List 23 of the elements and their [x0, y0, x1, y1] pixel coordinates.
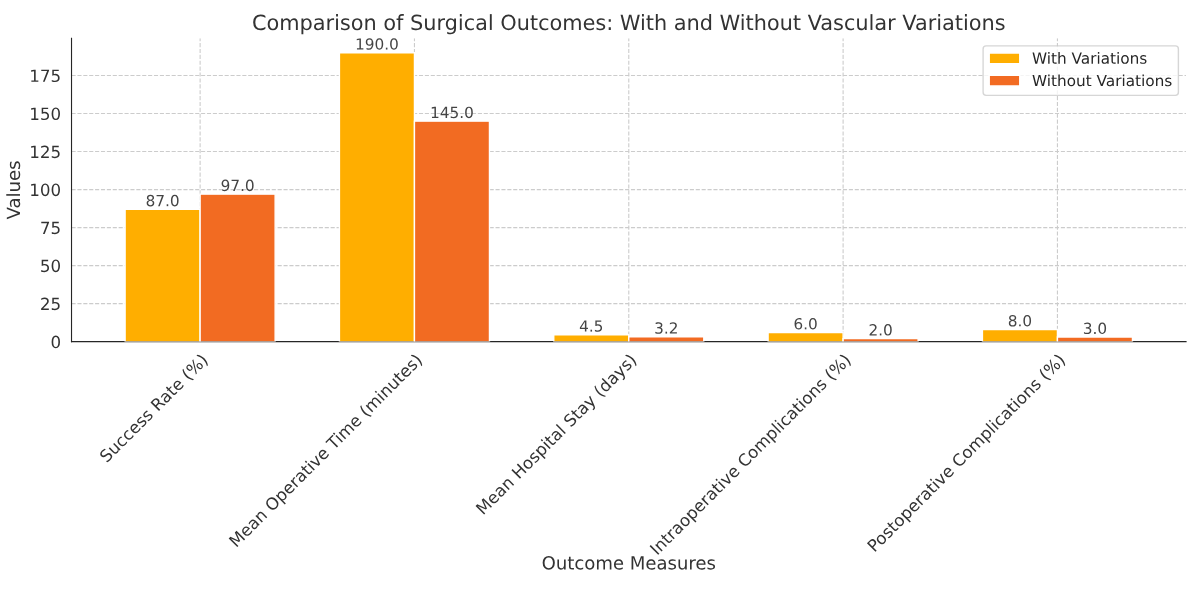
x-axis-title: Outcome Measures: [542, 556, 716, 570]
chart-title: Comparison of Surgical Outcomes: With and Without Vascular Variations: [253, 14, 1005, 35]
data-label: 190.0: [356, 38, 398, 50]
y-tick-label: 175: [31, 69, 60, 83]
data-label: 8.0: [1008, 314, 1032, 327]
y-axis-title: Values: [6, 161, 21, 220]
y-tick-label: 25: [41, 297, 60, 311]
y-tick-label: 125: [31, 145, 60, 159]
data-label: 4.5: [579, 320, 603, 332]
data-label: 145.0: [431, 106, 473, 119]
data-label: 6.0: [794, 317, 817, 330]
y-tick-label: 150: [31, 107, 60, 121]
data-label: 3.2: [655, 322, 677, 334]
y-tick-label: 50: [41, 259, 60, 273]
y-tick-label: 100: [31, 183, 60, 197]
data-label: 2.0: [869, 324, 892, 336]
data-label: 3.0: [1083, 322, 1107, 335]
data-label: 97.0: [221, 179, 254, 192]
legend-label: Without Variations: [1032, 74, 1172, 87]
data-label: 87.0: [146, 194, 179, 207]
legend-label: With Variations: [1032, 52, 1147, 64]
y-tick-label: 75: [41, 221, 60, 235]
y-tick-label: 0: [51, 335, 60, 349]
